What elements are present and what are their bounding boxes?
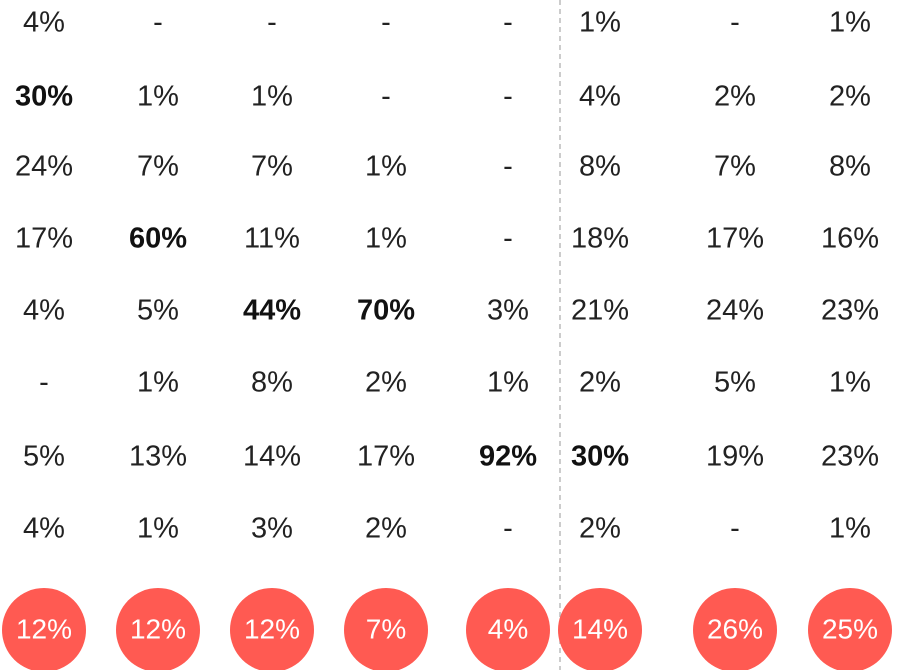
total-label: 7%	[366, 613, 406, 644]
cell: 8%	[251, 367, 293, 399]
total-badge	[466, 588, 550, 670]
cell: 4%	[23, 295, 65, 327]
total-badge	[116, 588, 200, 670]
cell: -	[503, 223, 513, 255]
total-label: 14%	[572, 613, 628, 644]
cell: 7%	[714, 151, 756, 183]
cell: 23%	[821, 441, 879, 473]
total-label: 26%	[707, 613, 763, 644]
total-badge	[2, 588, 86, 670]
cell: 70%	[357, 295, 415, 327]
total-label: 12%	[244, 613, 300, 644]
cell: 5%	[714, 367, 756, 399]
cell: 2%	[365, 367, 407, 399]
cell: 1%	[365, 223, 407, 255]
cell: -	[503, 81, 513, 113]
cell: -	[730, 7, 740, 39]
cell: 1%	[137, 513, 179, 545]
cell: 1%	[365, 151, 407, 183]
cell: 4%	[23, 7, 65, 39]
cell: -	[153, 7, 163, 39]
cell: 4%	[23, 513, 65, 545]
total-badge	[808, 588, 892, 670]
total-label: 12%	[16, 613, 72, 644]
cell: 18%	[571, 223, 629, 255]
cell: -	[381, 7, 391, 39]
cell: 17%	[706, 223, 764, 255]
cell: 8%	[829, 151, 871, 183]
cell: 92%	[479, 441, 537, 473]
cell: 21%	[571, 295, 629, 327]
cell: 1%	[829, 7, 871, 39]
cell: -	[381, 81, 391, 113]
cell: 24%	[15, 151, 73, 183]
cell: 2%	[829, 81, 871, 113]
cell: -	[503, 513, 513, 545]
cell: 60%	[129, 223, 187, 255]
cell: 2%	[365, 513, 407, 545]
cell: 23%	[821, 295, 879, 327]
cell: 1%	[137, 367, 179, 399]
cell: 1%	[829, 513, 871, 545]
total-label: 25%	[822, 613, 878, 644]
cell: 2%	[579, 513, 621, 545]
cell: 11%	[244, 223, 300, 255]
cell: -	[503, 7, 513, 39]
total-label: 4%	[488, 613, 528, 644]
cell: 19%	[706, 441, 764, 473]
cell: 8%	[579, 151, 621, 183]
cell: 7%	[251, 151, 293, 183]
cell: -	[267, 7, 277, 39]
cell: 2%	[714, 81, 756, 113]
cell: -	[730, 513, 740, 545]
total-badge	[558, 588, 642, 670]
cell: 3%	[487, 295, 529, 327]
cell: 5%	[137, 295, 179, 327]
cell: -	[503, 151, 513, 183]
cell: 4%	[579, 81, 621, 113]
cell: 5%	[23, 441, 65, 473]
total-badge	[693, 588, 777, 670]
total-label: 12%	[130, 613, 186, 644]
cell: 2%	[579, 367, 621, 399]
cell: 30%	[15, 81, 73, 113]
cell: 16%	[821, 223, 879, 255]
cell: 1%	[829, 367, 871, 399]
cell: 7%	[137, 151, 179, 183]
cell: 1%	[487, 367, 529, 399]
cell: 13%	[129, 441, 187, 473]
cell: 1%	[251, 81, 293, 113]
cell: 1%	[137, 81, 179, 113]
cell: -	[39, 367, 49, 399]
total-badge	[344, 588, 428, 670]
total-badge	[230, 588, 314, 670]
cell: 44%	[243, 295, 301, 327]
cell: 17%	[357, 441, 415, 473]
cell: 14%	[243, 441, 301, 473]
cell: 24%	[706, 295, 764, 327]
cell: 17%	[15, 223, 73, 255]
cell: 3%	[251, 513, 293, 545]
cell: 1%	[579, 7, 621, 39]
cell: 30%	[571, 441, 629, 473]
